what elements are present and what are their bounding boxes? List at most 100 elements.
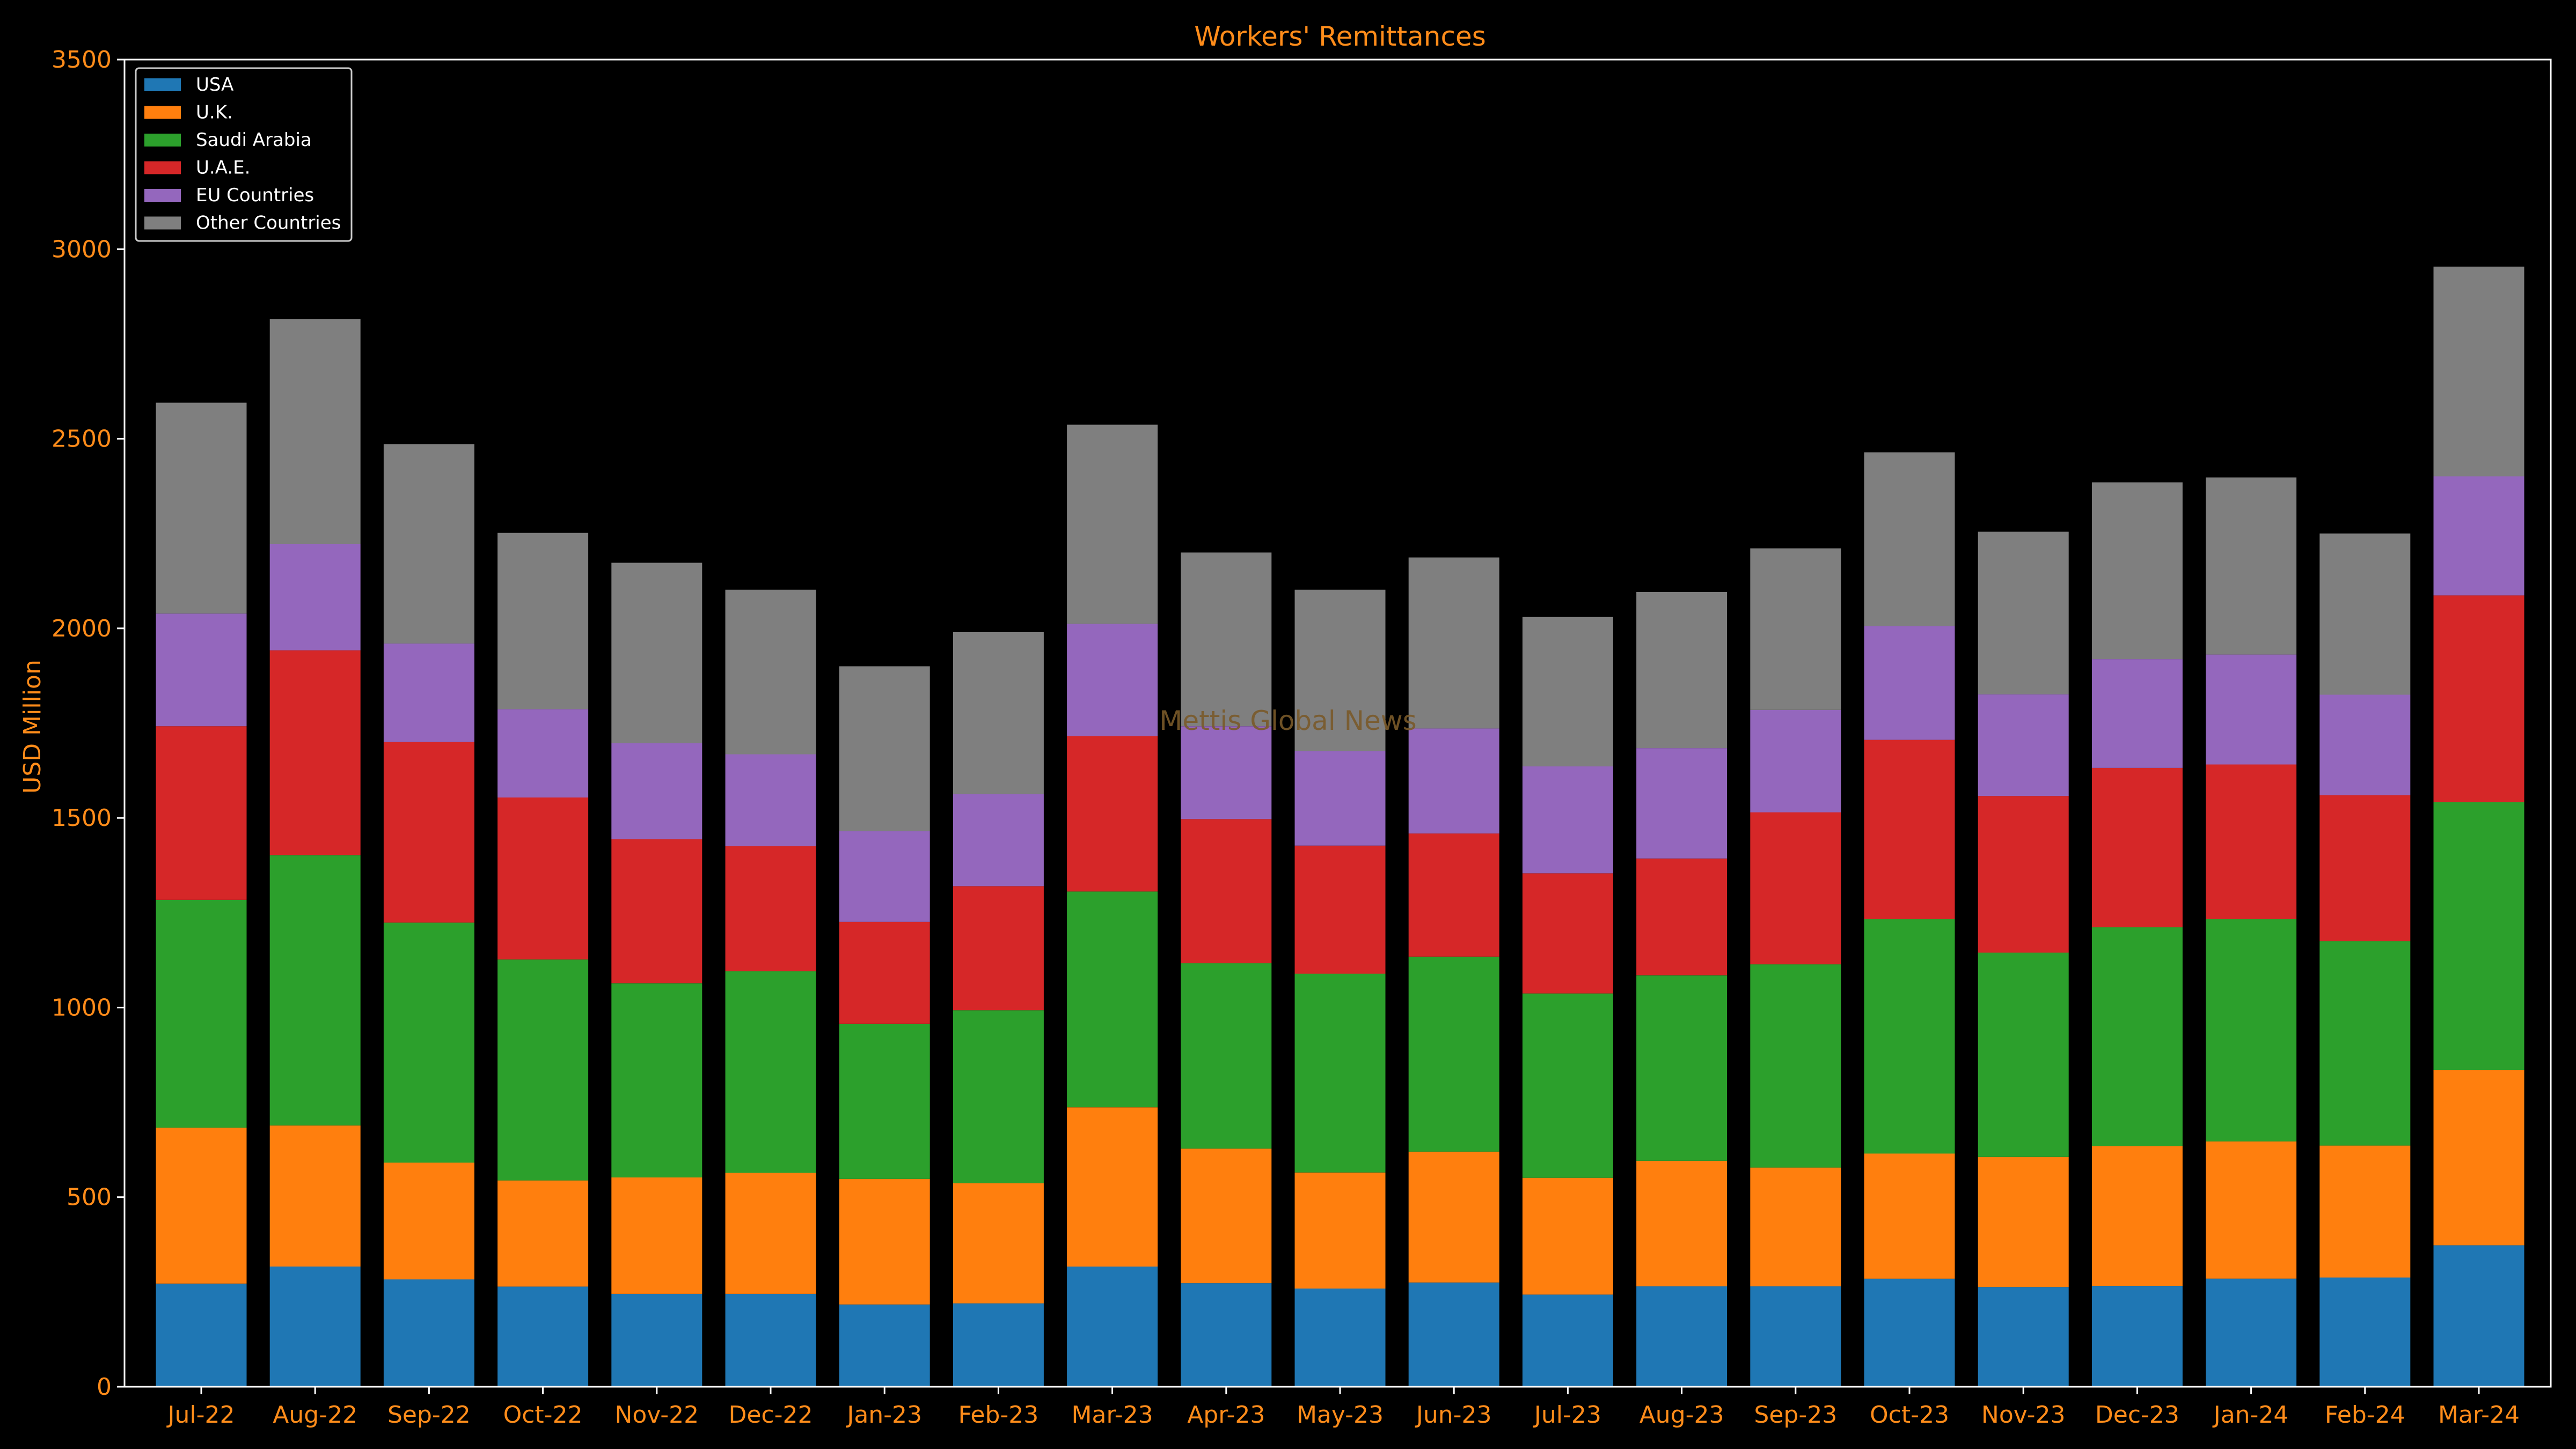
- bar-u-k--jan-24: [2206, 1141, 2297, 1279]
- bar-u-k--nov-22: [611, 1177, 702, 1294]
- bar-u-k--nov-23: [1978, 1157, 2069, 1287]
- x-tick-label: Dec-23: [2095, 1401, 2179, 1429]
- legend-swatch-u-k-: [144, 106, 181, 119]
- bar-usa-nov-23: [1978, 1287, 2069, 1387]
- bar-usa-aug-22: [269, 1267, 361, 1387]
- bar-u-k--aug-22: [269, 1125, 361, 1267]
- bar-saudi-arabia-sep-22: [383, 923, 474, 1163]
- bar-eu-countries-oct-22: [497, 709, 589, 797]
- x-tick-label: Mar-24: [2438, 1401, 2520, 1429]
- bar-eu-countries-dec-22: [725, 754, 816, 846]
- y-tick-label: 2000: [52, 615, 112, 642]
- x-tick-label: Oct-23: [1870, 1401, 1949, 1429]
- bar-saudi-arabia-feb-23: [953, 1010, 1044, 1183]
- x-axis: Jul-22 Aug-22 Sep-22 Oct-22 Nov-22 Dec-22 Jan-…: [166, 1387, 2520, 1429]
- bar-u-k--jul-22: [156, 1128, 247, 1284]
- bar-saudi-arabia-apr-23: [1181, 963, 1272, 1149]
- x-tick-label: Aug-22: [273, 1401, 357, 1429]
- y-tick-label: 0: [97, 1373, 112, 1401]
- bar-other-countries-apr-23: [1181, 552, 1272, 727]
- x-tick-label: Oct-22: [503, 1401, 583, 1429]
- legend-label-eu-countries: EU Countries: [196, 185, 314, 206]
- bar-eu-countries-apr-23: [1181, 726, 1272, 819]
- bar-other-countries-aug-22: [269, 319, 361, 544]
- bar-saudi-arabia-jan-24: [2206, 919, 2297, 1141]
- watermark: Mettis Global News: [1159, 705, 1416, 736]
- bar-saudi-arabia-may-23: [1294, 974, 1386, 1173]
- x-tick-label: Jul-23: [1533, 1401, 1601, 1429]
- x-tick-label: Jul-22: [166, 1401, 235, 1429]
- legend-label-other-countries: Other Countries: [196, 213, 341, 234]
- bar-usa-jan-23: [839, 1304, 930, 1387]
- bar-other-countries-jan-23: [839, 666, 930, 831]
- bar-saudi-arabia-jan-23: [839, 1023, 930, 1179]
- bar-u-k--feb-23: [953, 1183, 1044, 1304]
- bar-eu-countries-nov-23: [1978, 694, 2069, 796]
- bar-u-k--mar-23: [1067, 1107, 1158, 1267]
- bar-saudi-arabia-mar-24: [2433, 802, 2524, 1070]
- bar-u-a-e--jun-23: [1408, 833, 1499, 957]
- bar-saudi-arabia-sep-23: [1750, 964, 1841, 1168]
- bar-u-a-e--oct-22: [497, 797, 589, 960]
- bar-eu-countries-sep-23: [1750, 709, 1841, 813]
- bar-other-countries-mar-23: [1067, 425, 1158, 624]
- bar-other-countries-dec-23: [2091, 482, 2183, 660]
- bar-saudi-arabia-jun-23: [1408, 956, 1499, 1152]
- bar-eu-countries-mar-24: [2433, 476, 2524, 596]
- bar-other-countries-jul-23: [1522, 617, 1613, 767]
- bar-usa-oct-23: [1864, 1278, 1955, 1387]
- bar-other-countries-jul-22: [156, 402, 247, 614]
- bar-saudi-arabia-jul-22: [156, 899, 247, 1128]
- bar-eu-countries-mar-23: [1067, 624, 1158, 736]
- bar-u-k--oct-22: [497, 1180, 589, 1287]
- y-axis-label: USD Million: [19, 660, 46, 794]
- bar-eu-countries-aug-23: [1636, 748, 1728, 859]
- bar-u-k--mar-24: [2433, 1070, 2524, 1246]
- bar-eu-countries-oct-23: [1864, 626, 1955, 740]
- bar-u-k--may-23: [1294, 1172, 1386, 1289]
- bar-u-a-e--nov-23: [1978, 796, 2069, 953]
- bar-usa-jan-24: [2206, 1278, 2297, 1387]
- bar-usa-jul-23: [1522, 1294, 1613, 1387]
- bar-usa-mar-24: [2433, 1245, 2524, 1387]
- bar-u-k--oct-23: [1864, 1153, 1955, 1279]
- bar-eu-countries-feb-24: [2319, 694, 2411, 795]
- legend-label-saudi-arabia: Saudi Arabia: [196, 129, 312, 151]
- bar-u-k--apr-23: [1181, 1148, 1272, 1284]
- bar-eu-countries-sep-22: [383, 643, 474, 742]
- y-tick-label: 2500: [52, 426, 112, 453]
- x-tick-label: Sep-22: [387, 1401, 471, 1429]
- bar-eu-countries-jun-23: [1408, 728, 1499, 834]
- bars: [156, 266, 2524, 1387]
- bar-other-countries-nov-22: [611, 562, 702, 743]
- bar-usa-aug-23: [1636, 1286, 1728, 1387]
- bar-other-countries-nov-23: [1978, 531, 2069, 694]
- bar-u-a-e--feb-24: [2319, 795, 2411, 941]
- x-tick-label: Nov-23: [1981, 1401, 2066, 1429]
- bar-saudi-arabia-aug-22: [269, 855, 361, 1126]
- bar-usa-jun-23: [1408, 1282, 1499, 1387]
- bar-other-countries-dec-22: [725, 589, 816, 755]
- x-tick-label: Apr-23: [1187, 1401, 1265, 1429]
- x-tick-label: May-23: [1297, 1401, 1384, 1429]
- bar-other-countries-feb-24: [2319, 533, 2411, 695]
- y-tick-label: 3500: [52, 46, 112, 74]
- bar-u-k--feb-24: [2319, 1145, 2411, 1278]
- bar-eu-countries-may-23: [1294, 751, 1386, 846]
- bar-u-a-e--aug-23: [1636, 858, 1728, 976]
- bar-usa-apr-23: [1181, 1283, 1272, 1387]
- chart-title: Workers' Remittances: [1194, 21, 1486, 52]
- x-tick-label: Aug-23: [1640, 1401, 1724, 1429]
- y-tick-label: 1500: [52, 804, 112, 832]
- x-tick-label: Mar-23: [1072, 1401, 1153, 1429]
- bar-usa-nov-22: [611, 1293, 702, 1387]
- bar-u-a-e--oct-23: [1864, 740, 1955, 919]
- bar-u-a-e--jan-24: [2206, 764, 2297, 919]
- bar-u-a-e--dec-23: [2091, 767, 2183, 927]
- bar-u-a-e--jan-23: [839, 921, 930, 1024]
- bar-usa-jul-22: [156, 1283, 247, 1387]
- bar-usa-may-23: [1294, 1289, 1386, 1387]
- plot-frame: [123, 58, 2552, 1388]
- bar-u-a-e--jul-22: [156, 726, 247, 900]
- bar-other-countries-aug-23: [1636, 592, 1728, 749]
